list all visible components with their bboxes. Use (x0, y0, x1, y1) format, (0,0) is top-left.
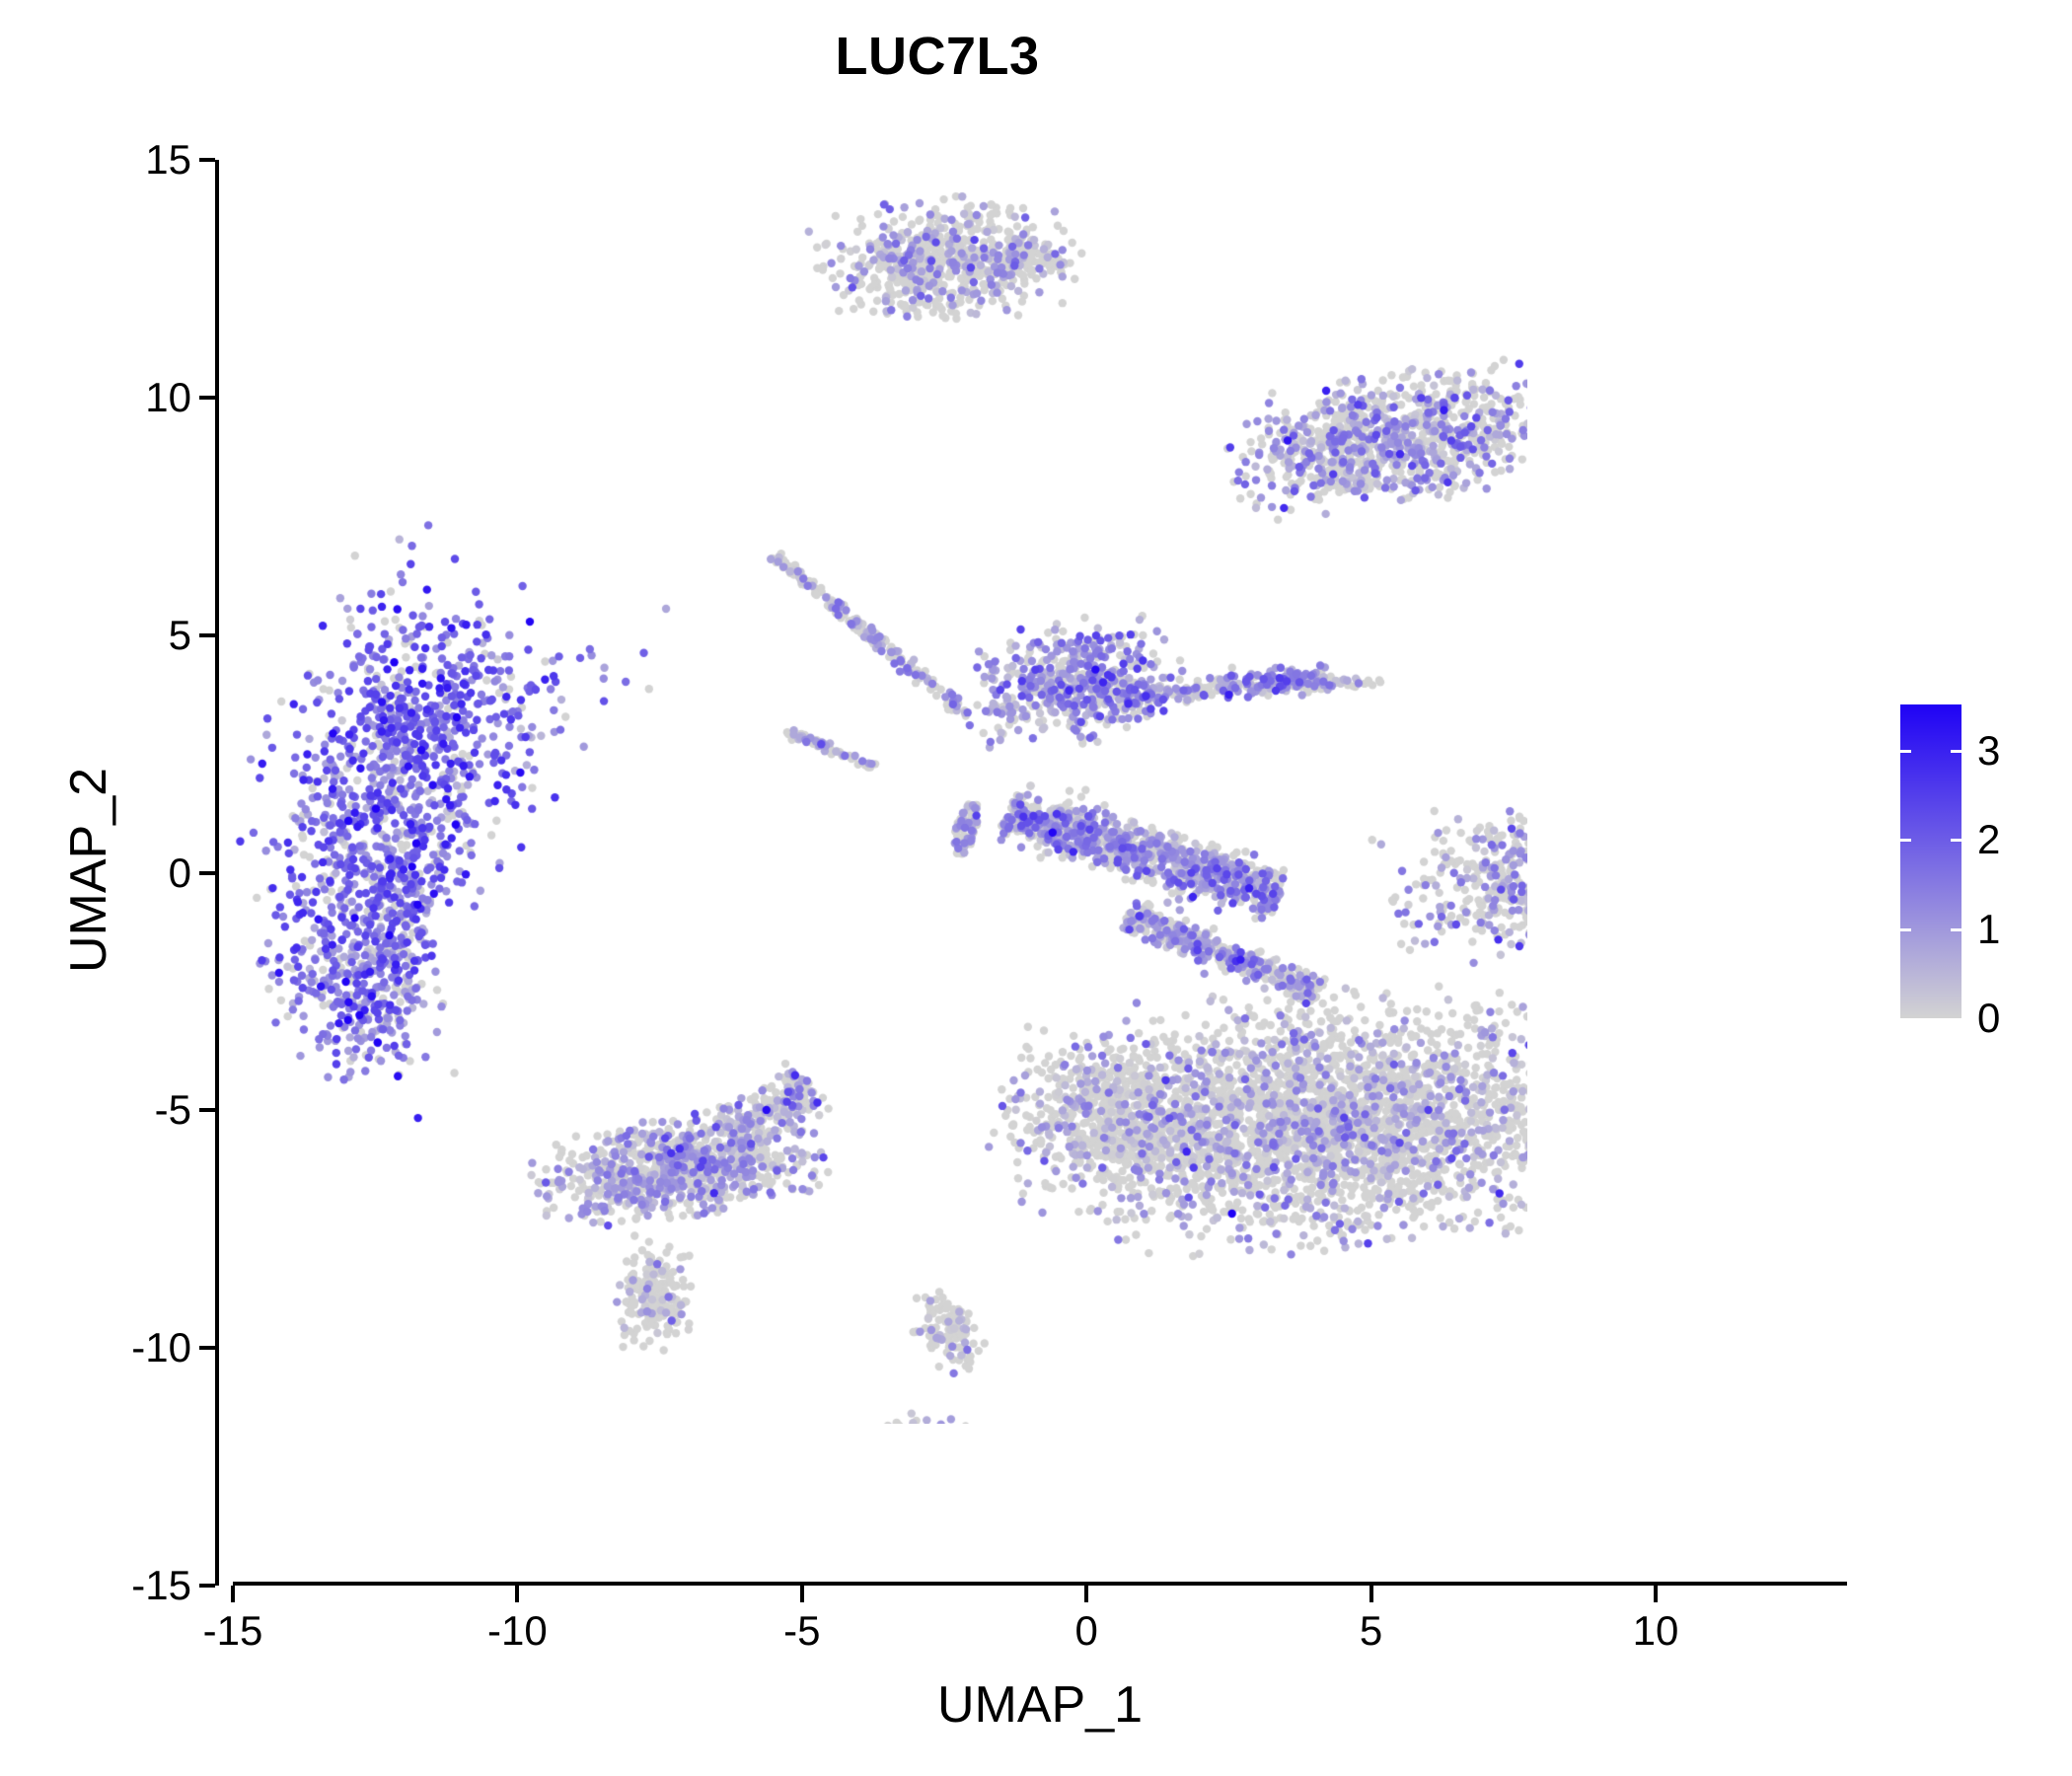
x-tick-mark (1084, 1586, 1089, 1602)
x-tick-label: 5 (1359, 1607, 1383, 1654)
umap-scatter-plot (0, 0, 1527, 1424)
y-axis-label: UMAP_2 (60, 767, 117, 974)
y-tick-mark (199, 1584, 215, 1588)
x-axis-line (233, 1582, 1847, 1586)
y-axis-line (215, 160, 219, 1586)
y-tick-label: 10 (145, 373, 191, 420)
colorbar-tick-label: 2 (1977, 816, 2001, 863)
colorbar-tick-label: 0 (1977, 995, 2001, 1041)
x-tick-mark (1369, 1586, 1373, 1602)
color-legend: 3 2 1 0 (1900, 704, 2058, 1039)
y-tick-mark (199, 632, 215, 637)
colorbar-tick-mark (1900, 749, 1961, 753)
colorbar-gradient (1900, 704, 1961, 1018)
y-tick-mark (199, 158, 215, 162)
x-tick-label: -15 (202, 1607, 263, 1654)
y-tick-label: -10 (131, 1324, 191, 1371)
x-tick-label: -5 (783, 1607, 821, 1654)
colorbar-tick-label: 1 (1977, 905, 2001, 952)
colorbar-tick-mark (1900, 927, 1961, 931)
x-tick-mark (799, 1586, 804, 1602)
y-tick-mark (199, 395, 215, 400)
y-tick-label: 5 (168, 611, 191, 658)
x-tick-mark (515, 1586, 520, 1602)
colorbar-tick-label: 3 (1977, 726, 2001, 774)
y-tick-label: 15 (145, 136, 191, 183)
y-tick-label: 0 (168, 849, 191, 896)
y-tick-mark (199, 1108, 215, 1113)
x-tick-label: -10 (487, 1607, 548, 1654)
y-tick-mark (199, 870, 215, 875)
x-axis-label: UMAP_1 (936, 1676, 1144, 1734)
x-tick-label: 10 (1632, 1607, 1679, 1654)
x-tick-label: 0 (1074, 1607, 1098, 1654)
x-tick-mark (231, 1586, 235, 1602)
y-tick-label: -15 (131, 1562, 191, 1608)
x-tick-mark (1654, 1586, 1658, 1602)
colorbar-tick-mark (1900, 839, 1961, 843)
y-tick-mark (199, 1346, 215, 1351)
y-tick-label: -5 (154, 1086, 191, 1134)
